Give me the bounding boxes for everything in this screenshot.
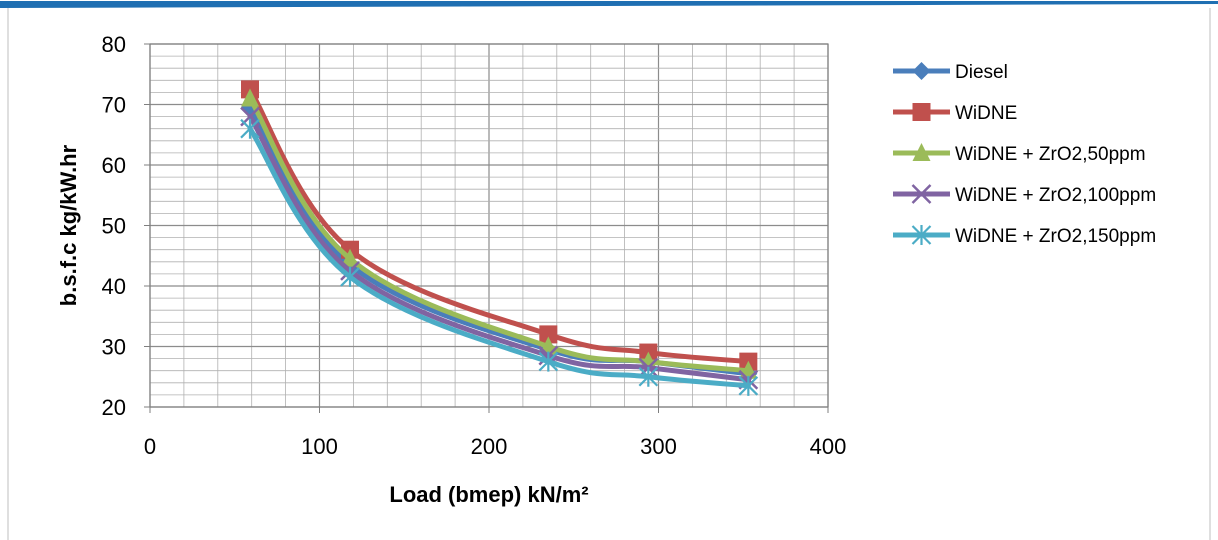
y-tick-label: 50 xyxy=(102,214,126,239)
series-line-1 xyxy=(247,86,751,365)
y-tick-label: 40 xyxy=(102,274,126,299)
data-point-series-4 xyxy=(638,366,659,387)
series-line-0 xyxy=(247,105,751,377)
legend-label-2: WiDNE + ZrO2,50ppm xyxy=(955,144,1146,165)
y-tick-label: 20 xyxy=(102,395,126,420)
x-axis-title: Load (bmep) kN/m² xyxy=(389,482,588,507)
series-line-2 xyxy=(247,95,751,374)
x-tick-label: 100 xyxy=(301,434,338,459)
data-point-series-2 xyxy=(241,88,260,107)
data-point-series-1 xyxy=(539,325,558,344)
legend-marker-2 xyxy=(912,143,931,161)
data-point-series-4 xyxy=(538,351,559,372)
legend-marker-0 xyxy=(912,62,931,80)
series-line-3 xyxy=(247,114,751,383)
y-tick-label: 60 xyxy=(102,153,126,178)
y-tick-label: 80 xyxy=(102,32,126,57)
data-point-series-4 xyxy=(738,375,759,396)
legend-label-3: WiDNE + ZrO2,100ppm xyxy=(955,185,1156,206)
y-tick-label: 30 xyxy=(102,335,126,360)
series-line-4 xyxy=(247,126,751,389)
legend-label-1: WiDNE xyxy=(955,103,1017,124)
y-tick-label: 70 xyxy=(102,93,126,118)
data-point-series-4 xyxy=(240,118,260,139)
legend-label-4: WiDNE + ZrO2,150ppm xyxy=(955,226,1156,247)
data-point-series-4 xyxy=(340,266,360,287)
x-tick-label: 300 xyxy=(640,434,677,459)
x-tick-label: 400 xyxy=(810,434,847,459)
legend-marker-4 xyxy=(911,225,932,245)
legend-marker-3 xyxy=(911,184,932,204)
data-point-series-2 xyxy=(341,248,360,267)
legend-marker-1 xyxy=(912,103,931,121)
legend-label-0: Diesel xyxy=(955,62,1008,83)
x-tick-label: 0 xyxy=(144,434,156,459)
y-axis-title: b.s.f.c kg/kW.hr xyxy=(56,144,81,306)
header-banner xyxy=(0,1,1218,8)
x-tick-label: 200 xyxy=(471,434,508,459)
